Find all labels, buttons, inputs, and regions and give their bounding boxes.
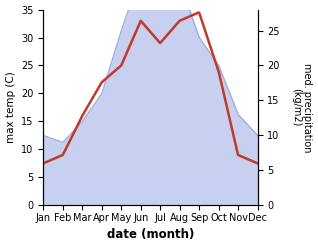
X-axis label: date (month): date (month)	[107, 228, 194, 242]
Y-axis label: max temp (C): max temp (C)	[5, 72, 16, 143]
Y-axis label: med. precipitation
(kg/m2): med. precipitation (kg/m2)	[291, 63, 313, 152]
